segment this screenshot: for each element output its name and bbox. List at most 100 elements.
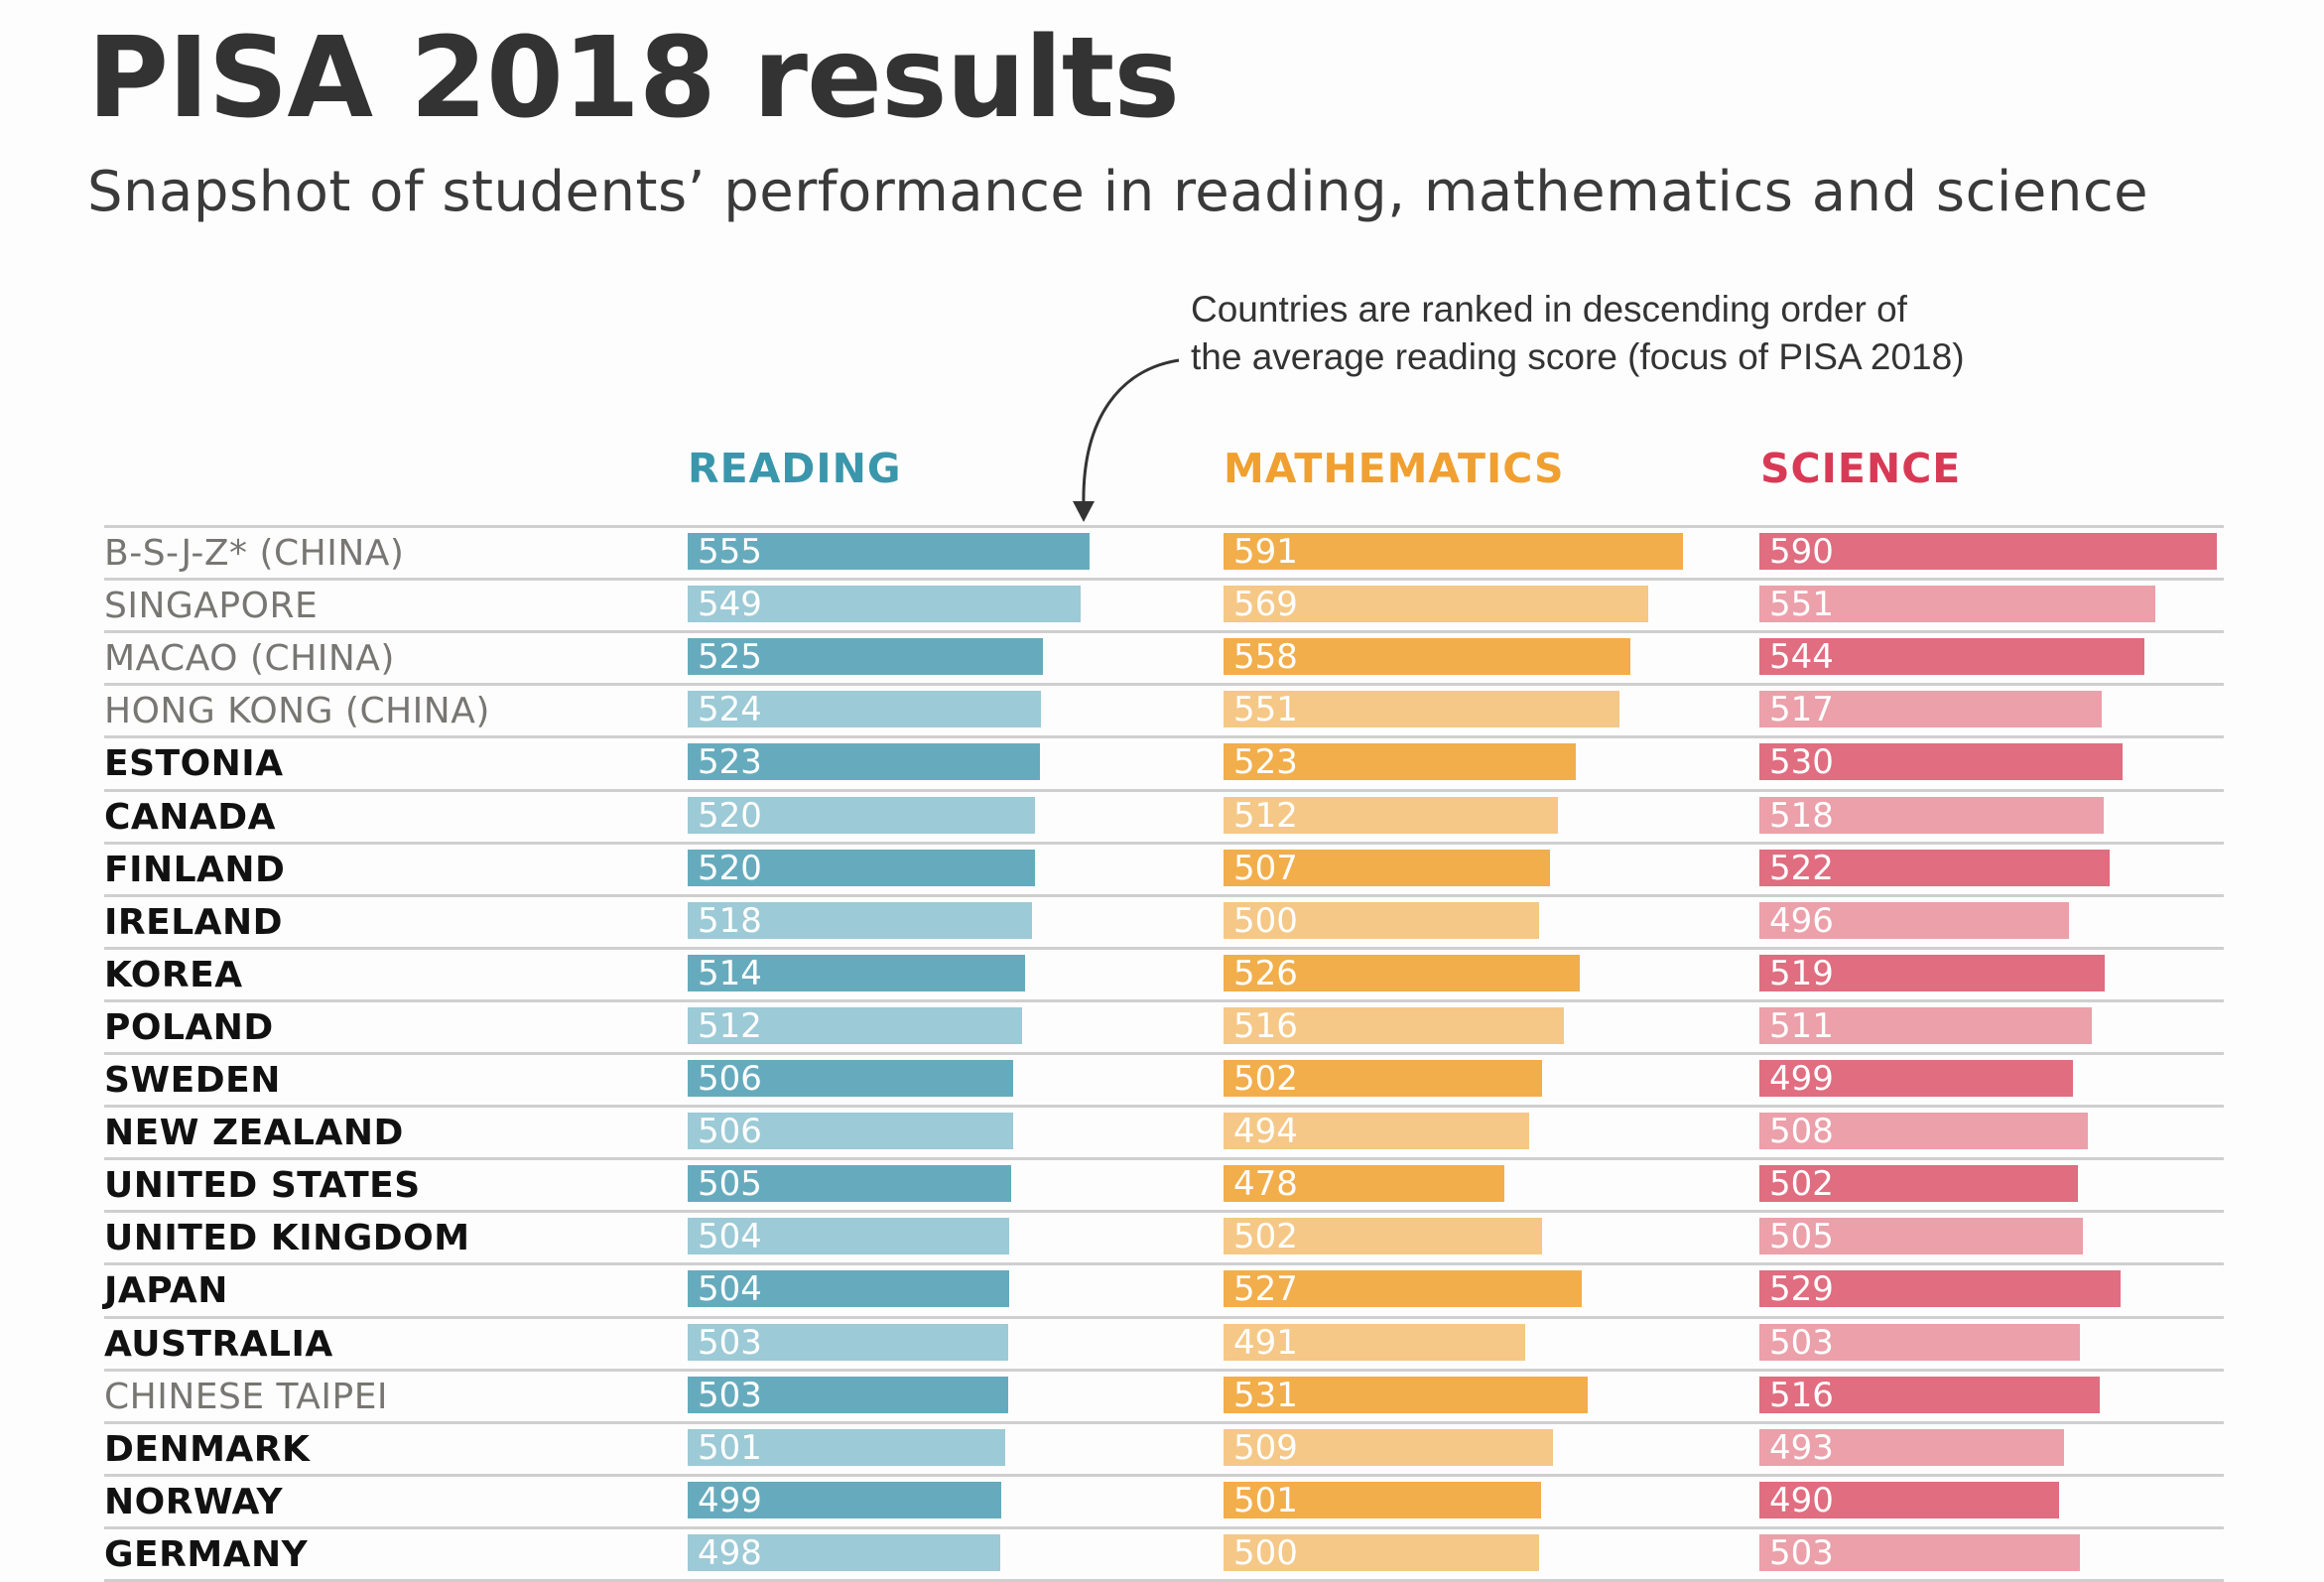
math-bar: 551 [1224, 690, 1620, 730]
science-bar: 519 [1759, 953, 2106, 993]
math-bar: 512 [1224, 796, 1559, 834]
science-value-label: 522 [1769, 848, 1834, 888]
country-label: SINGAPORE [104, 586, 319, 627]
reading-value-label: 512 [698, 1005, 762, 1046]
science-bar: 493 [1759, 1427, 2064, 1468]
math-value-label: 494 [1233, 1112, 1298, 1152]
science-value-label: 519 [1769, 953, 1834, 993]
row-divider [104, 1525, 2224, 1529]
math-bar: 527 [1224, 1269, 1582, 1310]
reading-value-label: 503 [698, 1375, 762, 1415]
reading-value-label: 520 [698, 848, 762, 888]
math-value-label: 502 [1233, 1217, 1298, 1257]
ranking-annotation: Countries are ranked in descending order… [1191, 286, 1965, 381]
reading-bar: 525 [688, 638, 1043, 676]
reading-value-label: 520 [698, 795, 762, 836]
reading-bar: 503 [688, 1375, 1008, 1415]
science-value-label: 499 [1769, 1059, 1834, 1099]
reading-value-label: 549 [698, 585, 762, 625]
reading-bar: 498 [688, 1533, 1000, 1571]
science-value-label: 511 [1769, 1005, 1834, 1046]
math-value-label: 527 [1233, 1269, 1298, 1310]
math-value-label: 478 [1233, 1164, 1298, 1205]
math-value-label: 591 [1233, 532, 1298, 572]
math-bar: 531 [1224, 1375, 1589, 1415]
country-label: MACAO (CHINA) [104, 638, 395, 680]
science-bar: 518 [1759, 795, 2104, 836]
science-bar: 529 [1759, 1269, 2122, 1310]
math-value-label: 531 [1233, 1375, 1298, 1415]
reading-bar: 505 [688, 1164, 1011, 1205]
math-value-label: 551 [1233, 690, 1298, 730]
row-divider [104, 946, 2224, 950]
science-value-label: 503 [1769, 1532, 1834, 1573]
annotation-line-2: the average reading score (focus of PISA… [1191, 336, 1965, 377]
row-divider [104, 1473, 2224, 1477]
science-value-label: 508 [1769, 1112, 1834, 1152]
math-value-label: 501 [1233, 1480, 1298, 1520]
row-divider [104, 788, 2224, 792]
reading-bar: 499 [688, 1481, 1002, 1518]
row-divider [104, 1315, 2224, 1319]
reading-bar: 523 [688, 743, 1040, 781]
science-bar: 502 [1759, 1165, 2079, 1203]
country-label: FINLAND [104, 849, 286, 890]
reading-bar: 520 [688, 795, 1035, 836]
reading-bar: 524 [688, 691, 1042, 728]
reading-value-label: 501 [698, 1427, 762, 1468]
reading-bar: 512 [688, 1005, 1023, 1046]
country-label: ESTONIA [104, 743, 284, 785]
country-label: UNITED STATES [104, 1165, 421, 1207]
column-header-mathematics: MATHEMATICS [1224, 445, 1565, 492]
math-bar: 502 [1224, 1060, 1543, 1098]
science-value-label: 518 [1769, 795, 1834, 836]
row-divider [104, 1210, 2224, 1214]
country-label: JAPAN [104, 1270, 228, 1312]
science-value-label: 493 [1769, 1427, 1834, 1468]
reading-bar: 518 [688, 900, 1032, 941]
science-bar: 508 [1759, 1112, 2088, 1152]
reading-bar: 501 [688, 1427, 1005, 1468]
reading-bar: 506 [688, 1112, 1013, 1152]
row-divider [104, 578, 2224, 582]
reading-value-label: 504 [698, 1217, 762, 1257]
reading-value-label: 506 [698, 1059, 762, 1099]
country-label: UNITED KINGDOM [104, 1218, 470, 1259]
reading-value-label: 506 [698, 1112, 762, 1152]
column-header-science: SCIENCE [1760, 445, 1962, 492]
math-bar: 501 [1224, 1480, 1541, 1520]
science-bar: 490 [1759, 1480, 2060, 1520]
science-value-label: 529 [1769, 1269, 1834, 1310]
reading-value-label: 505 [698, 1164, 762, 1205]
science-value-label: 505 [1769, 1217, 1834, 1257]
row-divider [104, 1052, 2224, 1055]
reading-value-label: 518 [698, 900, 762, 941]
science-value-label: 496 [1769, 900, 1834, 941]
country-label: CHINESE TAIPEI [104, 1376, 389, 1417]
math-bar: 569 [1224, 586, 1648, 623]
country-label: DENMARK [104, 1428, 311, 1470]
column-header-reading: READING [688, 445, 902, 492]
reading-bar: 503 [688, 1323, 1008, 1361]
reading-bar: 504 [688, 1269, 1010, 1310]
row-divider [104, 735, 2224, 739]
country-label: HONG KONG (CHINA) [104, 691, 490, 732]
science-bar: 496 [1759, 900, 2069, 941]
math-value-label: 526 [1233, 953, 1298, 993]
math-bar: 507 [1224, 849, 1551, 886]
reading-value-label: 504 [698, 1269, 762, 1310]
science-value-label: 516 [1769, 1375, 1834, 1415]
math-bar: 502 [1224, 1217, 1543, 1257]
row-divider [104, 893, 2224, 897]
chart-subtitle: Snapshot of students’ performance in rea… [87, 160, 2149, 224]
science-bar: 517 [1759, 691, 2103, 728]
math-bar: 558 [1224, 638, 1631, 676]
science-value-label: 590 [1769, 532, 1834, 572]
science-value-label: 490 [1769, 1480, 1834, 1520]
math-value-label: 491 [1233, 1322, 1298, 1363]
science-bar: 551 [1759, 586, 2156, 623]
reading-value-label: 555 [698, 532, 762, 572]
science-bar: 530 [1759, 743, 2123, 781]
science-bar: 503 [1759, 1323, 2080, 1361]
